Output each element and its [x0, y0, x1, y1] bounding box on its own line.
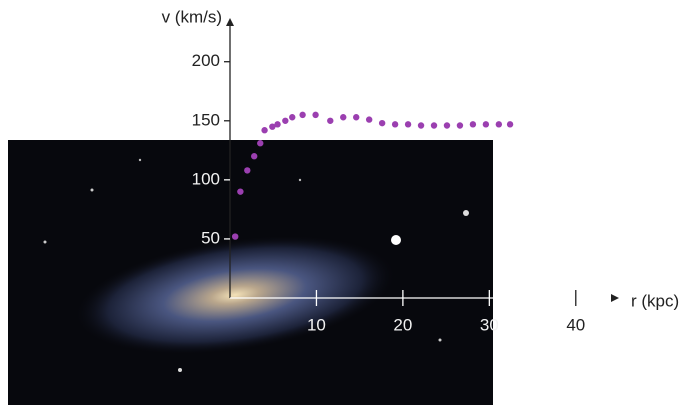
data-point	[251, 153, 258, 160]
x-axis-label: r (kpc)	[631, 291, 679, 310]
data-point	[274, 121, 281, 128]
galaxy-photo	[8, 140, 493, 405]
data-point	[482, 121, 490, 128]
data-point	[289, 114, 296, 121]
data-point	[327, 117, 334, 124]
y-tick-label: 50	[201, 228, 220, 247]
data-point	[378, 119, 386, 127]
data-point	[506, 121, 514, 128]
data-point	[353, 114, 360, 121]
data-point	[312, 111, 319, 119]
y-axis-arrow	[226, 18, 234, 26]
x-tick-label: 10	[307, 315, 326, 334]
data-point	[495, 121, 503, 128]
data-point	[443, 122, 451, 129]
data-point	[430, 122, 438, 129]
y-axis-label: v (km/s)	[162, 7, 222, 26]
x-tick-label: 30	[480, 315, 499, 334]
data-point	[340, 114, 347, 121]
data-point	[261, 127, 268, 134]
data-point	[469, 121, 477, 128]
data-point	[244, 167, 251, 174]
data-point	[231, 233, 239, 240]
data-point	[257, 140, 264, 147]
x-tick-label: 40	[566, 315, 585, 334]
data-point	[404, 121, 412, 128]
x-tick-label: 20	[393, 315, 412, 334]
y-tick-label: 100	[192, 169, 220, 188]
data-point	[391, 121, 399, 128]
data-point	[365, 116, 373, 123]
data-point	[456, 122, 464, 129]
data-point	[269, 123, 276, 130]
y-tick-label: 200	[192, 51, 220, 70]
data-point	[299, 111, 306, 119]
data-point	[282, 117, 289, 124]
data-point	[417, 122, 425, 129]
y-tick-label: 150	[192, 110, 220, 129]
data-point	[237, 188, 244, 195]
x-axis-arrow	[611, 294, 619, 302]
